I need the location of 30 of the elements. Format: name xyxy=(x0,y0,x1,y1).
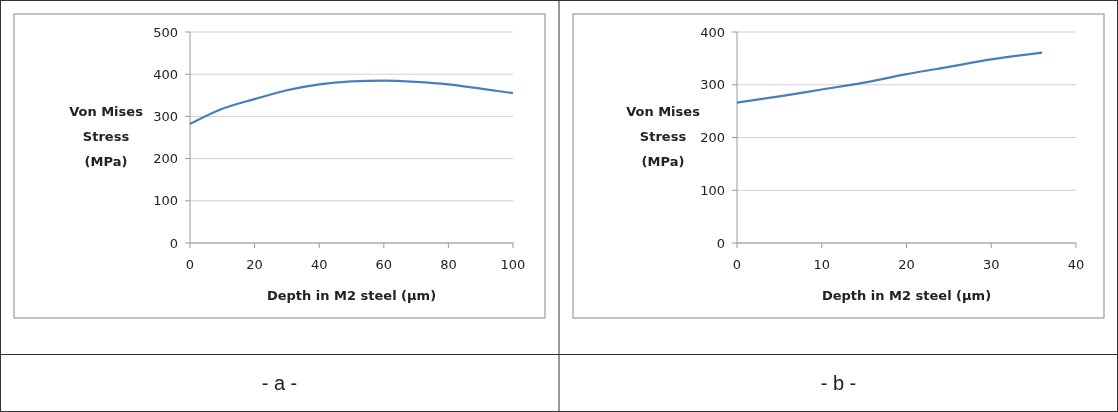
x-tick-label: 0 xyxy=(732,257,742,272)
x-tick-label: 20 xyxy=(246,257,263,272)
x-tick-label: 20 xyxy=(898,257,915,272)
x-tick-label: 100 xyxy=(500,257,526,272)
x-tick-label: 30 xyxy=(982,257,1000,272)
y-axis-title: Von Mises Stress (MPa) xyxy=(626,104,701,169)
x-axis-title: Depth in M2 steel (µm) xyxy=(821,288,992,303)
y-tick-label: 0 xyxy=(169,235,178,251)
x-tick-label: 40 xyxy=(310,257,328,272)
x-tick-label: 40 xyxy=(1067,257,1085,272)
y-axis-title: Von Mises Stress (MPa) xyxy=(69,104,144,169)
x-tick-label: 80 xyxy=(440,257,457,272)
y-tick-label: 400 xyxy=(153,66,178,82)
y-tick-label: 300 xyxy=(153,108,178,124)
line-series xyxy=(188,79,515,126)
y-tick-label: 200 xyxy=(700,130,725,146)
x-tick-label: 0 xyxy=(185,257,195,272)
y-tick-label: 200 xyxy=(153,151,178,167)
x-axis-title: Depth in M2 steel (µm) xyxy=(266,288,437,303)
y-tick-label: 500 xyxy=(153,24,178,40)
y-tick-label: 0 xyxy=(716,235,725,251)
y-tick-label: 100 xyxy=(153,193,178,209)
y-tick-label: 400 xyxy=(700,24,725,40)
x-tick-label: 10 xyxy=(813,257,831,272)
line-series xyxy=(735,51,1044,104)
y-tick-label: 100 xyxy=(700,182,725,198)
text: - a - xyxy=(261,372,298,394)
x-tick-label: 60 xyxy=(375,257,393,272)
y-tick-label: 300 xyxy=(700,77,725,93)
text: - b - xyxy=(820,372,857,394)
